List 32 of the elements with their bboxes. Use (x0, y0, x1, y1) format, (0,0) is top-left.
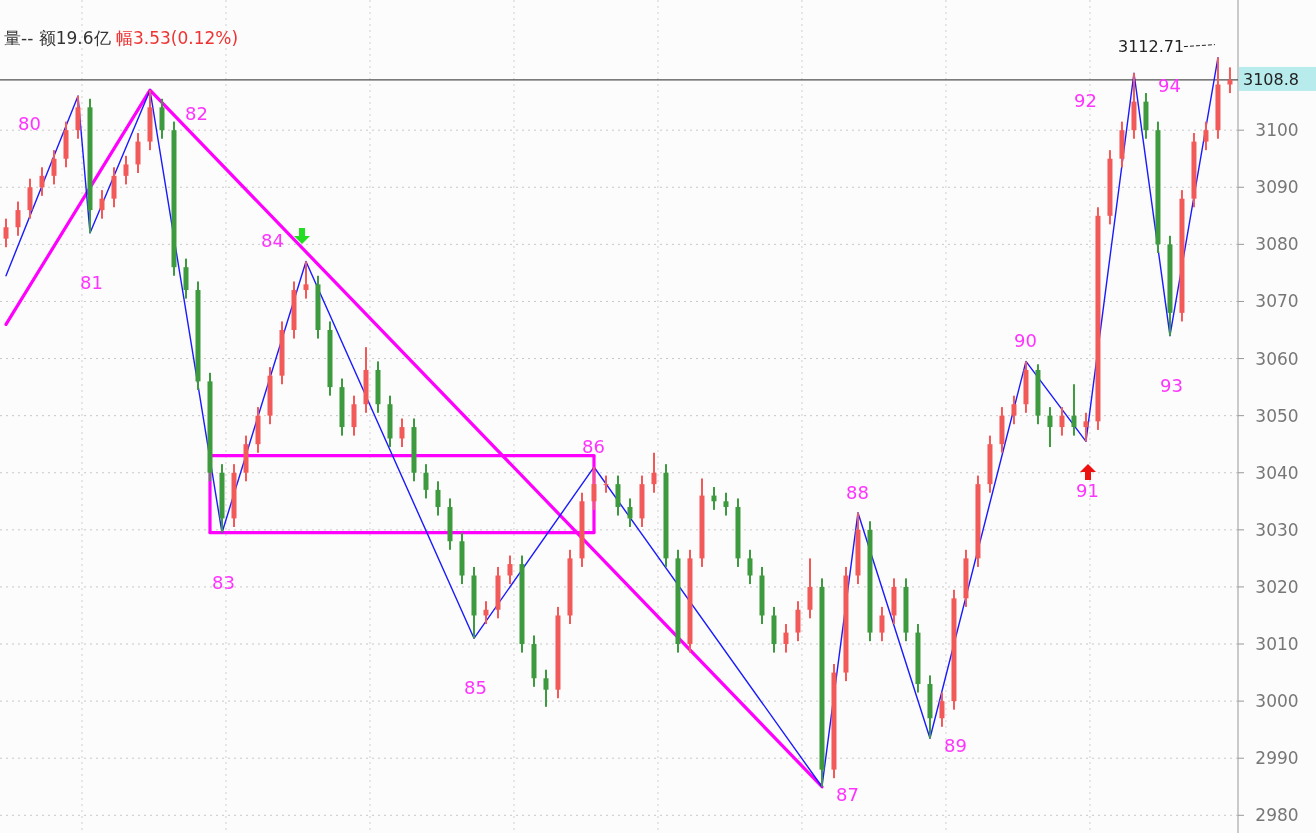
annotation: 90 (1013, 330, 1037, 352)
y-tick-label: 3050 (1255, 405, 1299, 426)
y-tick-label: 3080 (1255, 234, 1299, 255)
y-tick-label: 3000 (1255, 691, 1299, 712)
annotation: 3112.71 (1117, 36, 1185, 56)
text: 量-- 额19.6亿 (4, 28, 116, 48)
y-tick-label: 3090 (1255, 177, 1299, 198)
annotation: 83 (211, 571, 235, 593)
y-tick-label: 3100 (1255, 120, 1299, 141)
y-tick-label: 3030 (1255, 519, 1299, 540)
annotation: 87 (835, 783, 859, 805)
annotation: 85 (463, 677, 487, 699)
annotation: 86 (581, 436, 605, 458)
y-tick-label: 3010 (1255, 634, 1299, 655)
annotation: 81 (80, 271, 103, 293)
annotation: 80 (18, 112, 41, 134)
annotation: 82 (185, 103, 208, 125)
annotation: 93 (1159, 374, 1183, 396)
annotation: 91 (1075, 480, 1099, 502)
annotation: 84 (260, 230, 284, 252)
annotation: 89 (943, 735, 967, 757)
y-tick-label: 3020 (1255, 576, 1299, 597)
y-tick-label: 2990 (1255, 748, 1299, 769)
annotation: 92 (1073, 90, 1097, 112)
y-tick-label: 3070 (1255, 291, 1299, 312)
annotation: 88 (845, 481, 869, 503)
ref-line-label: 3108.8 (1243, 70, 1299, 90)
y-tick-label: 2980 (1255, 805, 1299, 826)
text: 幅3.53(0.12%) (115, 28, 239, 48)
y-tick-label: 3040 (1255, 462, 1299, 483)
y-tick-label: 3060 (1255, 348, 1299, 369)
annotation: 94 (1157, 74, 1181, 96)
